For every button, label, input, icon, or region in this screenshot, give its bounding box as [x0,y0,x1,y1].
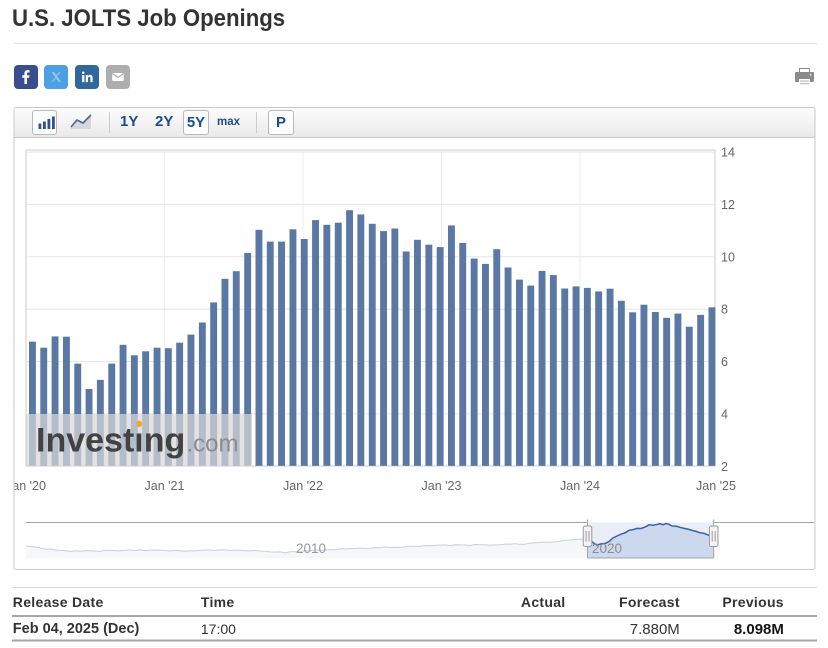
svg-text:.com: .com [187,431,239,458]
svg-text:Jan '24: Jan '24 [560,479,600,493]
svg-text:14: 14 [721,146,735,160]
svg-text:2010: 2010 [296,541,326,556]
svg-text:10: 10 [721,250,735,264]
svg-text:2020: 2020 [592,541,622,556]
svg-text:12: 12 [721,198,735,212]
svg-text:Jan '20: Jan '20 [6,479,46,493]
svg-text:2: 2 [721,460,728,474]
svg-text:6: 6 [721,355,728,369]
svg-text:Jan '22: Jan '22 [283,479,323,493]
svg-text:8: 8 [721,303,728,317]
svg-text:Jan '23: Jan '23 [422,479,462,493]
svg-text:Jan '25: Jan '25 [696,479,736,493]
svg-text:Jan '21: Jan '21 [145,479,185,493]
svg-text:4: 4 [721,407,728,421]
svg-text:Investıng: Investıng [36,422,185,460]
